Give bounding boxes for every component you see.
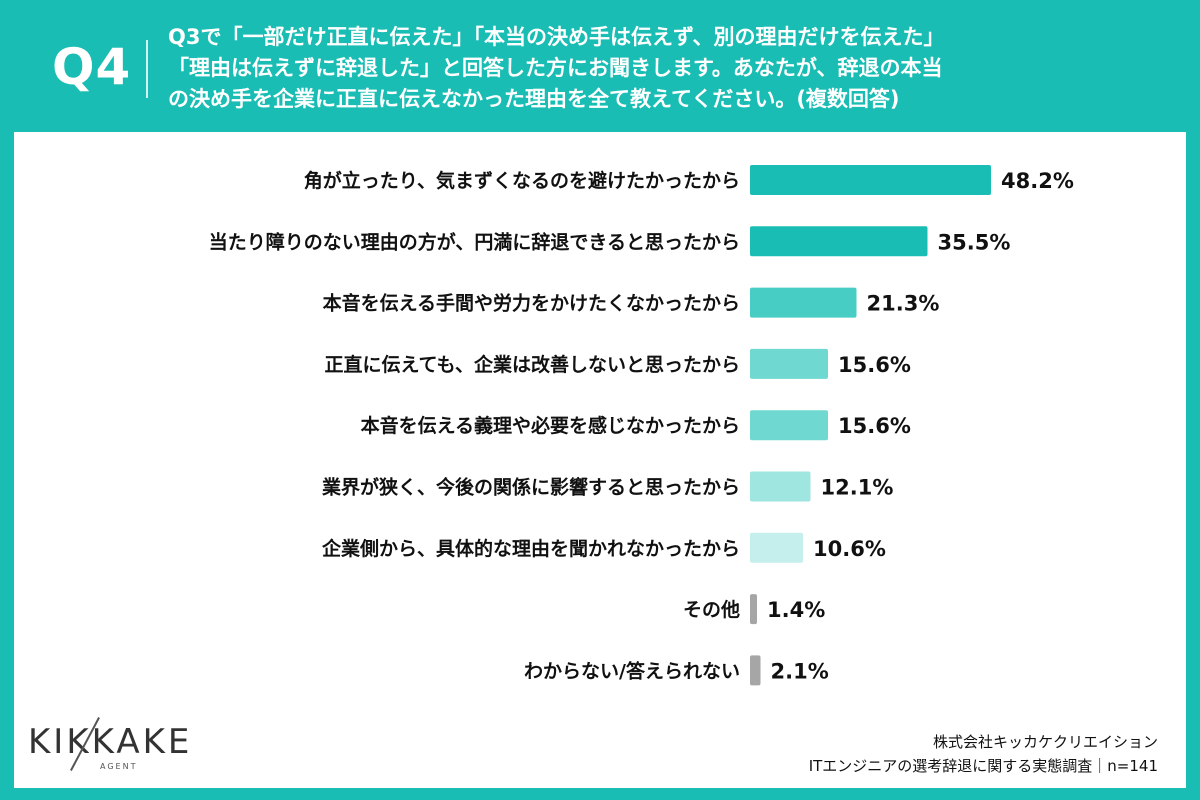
- question-line: の決め手を企業に正直に伝えなかった理由を全て教えてください。(複数回答): [168, 87, 900, 111]
- value-label: 1.4%: [767, 598, 825, 622]
- category-label: 企業側から、具体的な理由を聞かれなかったから: [321, 537, 740, 560]
- header-divider: [146, 40, 148, 98]
- bar: [750, 410, 828, 441]
- logo-subtext: AGENT: [100, 762, 138, 771]
- category-label: 当たり障りのない理由の方が、円満に辞退できると思ったから: [209, 230, 740, 253]
- kikkake-agent-logo: KIKKAKE AGENT: [28, 717, 208, 778]
- footer-credit: 株式会社キッカケクリエイション ITエンジニアの選考辞退に関する実態調査｜n=1…: [809, 730, 1158, 778]
- value-label: 12.1%: [821, 476, 894, 500]
- value-label: 35.5%: [938, 230, 1011, 254]
- category-label: その他: [683, 598, 740, 621]
- bar: [750, 594, 757, 625]
- value-label: 15.6%: [838, 353, 911, 377]
- survey-info: ITエンジニアの選考辞退に関する実態調査｜n=141: [808, 757, 1158, 775]
- value-label: 10.6%: [813, 537, 886, 561]
- bar: [750, 165, 991, 195]
- bar: [750, 471, 811, 502]
- bar: [750, 287, 857, 318]
- category-label: 角が立ったり、気まずくなるのを避けたかったから: [304, 169, 740, 192]
- question-line: 「理由は伝えずに辞退した」と回答した方にお聞きします。あなたが、辞退の本当: [168, 56, 943, 80]
- category-label: 本音を伝える義理や必要を感じなかったから: [361, 414, 740, 437]
- category-label: 本音を伝える手間や労力をかけたくなかったから: [323, 292, 740, 315]
- category-label: わからない/答えられない: [524, 659, 740, 682]
- company-name: 株式会社キッカケクリエイション: [932, 733, 1158, 751]
- question-number: Q4: [52, 38, 132, 96]
- bar: [750, 655, 761, 686]
- bar: [750, 348, 828, 379]
- question-header: Q4 Q3で「一部だけ正直に伝えた」「本当の決め手は伝えず、別の理由だけを伝えた…: [0, 0, 1200, 130]
- value-label: 2.1%: [771, 659, 829, 683]
- category-label: 正直に伝えても、企業は改善しないと思ったから: [324, 353, 740, 376]
- value-label: 15.6%: [838, 414, 911, 438]
- bar-chart: 角が立ったり、気まずくなるのを避けたかったから 48.2% 当たり障りのない理由の方…: [209, 165, 1074, 686]
- value-label: 21.3%: [867, 292, 940, 316]
- question-line: Q3で「一部だけ正直に伝えた」「本当の決め手は伝えず、別の理由だけを伝えた」: [168, 25, 945, 49]
- logo-text: KIKKAKE: [28, 722, 193, 762]
- chart-panel: 角が立ったり、気まずくなるのを避けたかったから 48.2% 当たり障りのない理由の方…: [14, 132, 1186, 788]
- bar: [750, 532, 803, 563]
- value-label: 48.2%: [1001, 169, 1074, 193]
- category-label: 業界が狭く、今後の関係に影響すると思ったから: [321, 476, 740, 499]
- question-text: Q3で「一部だけ正直に伝えた」「本当の決め手は伝えず、別の理由だけを伝えた」 「…: [168, 22, 1168, 115]
- bar: [750, 226, 928, 257]
